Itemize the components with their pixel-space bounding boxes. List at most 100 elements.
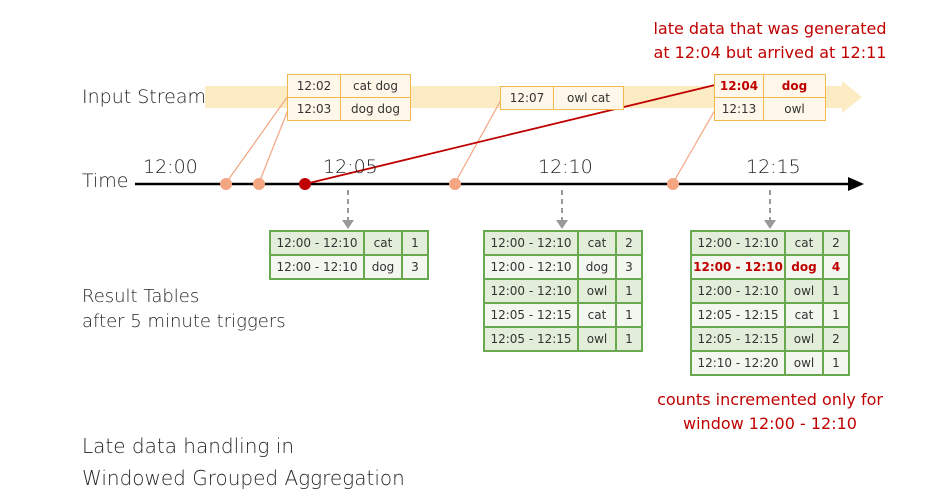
window-cell: 12:00 - 12:10 — [490, 284, 572, 298]
event-dot — [667, 178, 679, 190]
word-cell: cat — [784, 304, 822, 326]
window-cell: 12:00 - 12:10 — [276, 236, 358, 250]
table-row: 12:05 - 12:15 owl 2 — [692, 326, 848, 350]
input-event-box: 12:02 cat dog 12:03 dog dog — [287, 74, 411, 121]
result-tables-label-line1: Result Tables — [82, 286, 200, 307]
input-event-box: 12:07 owl cat — [500, 86, 624, 110]
window-cell: 12:05 - 12:15 — [490, 332, 572, 346]
table-row-highlighted: 12:00 - 12:10 dog 4 — [692, 254, 848, 278]
table-row: 12:05 - 12:15 cat 1 — [485, 302, 641, 326]
word-cell: dog — [363, 256, 401, 278]
table-row: 12:00 - 12:10 owl 1 — [485, 278, 641, 302]
word-cell: dog — [784, 256, 822, 278]
caption-line2: Windowed Grouped Aggregation — [82, 466, 405, 490]
time-tick-label: 12:15 — [746, 156, 801, 178]
event-words: cat dog — [340, 75, 410, 97]
event-dot — [449, 178, 461, 190]
event-words: owl — [763, 98, 825, 120]
count-cell: 1 — [615, 280, 641, 302]
late-data-line — [304, 84, 716, 185]
table-row: 12:10 - 12:20 owl 1 — [692, 350, 848, 374]
window-cell: 12:10 - 12:20 — [697, 356, 779, 370]
input-event-box-late: 12:04 dog 12:13 owl — [714, 74, 826, 121]
event-time-late: 12:04 — [719, 79, 759, 93]
trigger-arrowhead — [764, 220, 776, 229]
time-axis-arrowhead — [848, 177, 864, 191]
event-connector — [225, 95, 289, 184]
word-cell: owl — [784, 352, 822, 374]
count-cell: 1 — [822, 280, 848, 302]
count-cell: 3 — [615, 256, 641, 278]
table-row: 12:05 - 12:15 owl 1 — [485, 326, 641, 350]
counts-annotation: counts incremented only for window 12:00… — [640, 388, 900, 436]
count-cell: 1 — [615, 304, 641, 326]
event-row: 12:02 cat dog — [288, 75, 410, 97]
table-row: 12:00 - 12:10 cat 2 — [692, 232, 848, 254]
event-time: 12:03 — [296, 102, 332, 116]
word-cell: cat — [577, 304, 615, 326]
trigger-arrowhead — [556, 220, 568, 229]
window-cell: 12:00 - 12:10 — [697, 284, 779, 298]
event-connector — [258, 109, 289, 184]
event-row: 12:03 dog dog — [288, 97, 410, 120]
result-table: 12:00 - 12:10 cat 1 12:00 - 12:10 dog 3 — [269, 230, 429, 280]
window-cell: 12:00 - 12:10 — [693, 260, 783, 274]
count-cell: 2 — [822, 328, 848, 350]
window-cell: 12:05 - 12:15 — [697, 308, 779, 322]
window-cell: 12:05 - 12:15 — [490, 308, 572, 322]
word-cell: owl — [784, 328, 822, 350]
count-cell: 4 — [822, 256, 848, 278]
table-row: 12:00 - 12:10 dog 3 — [271, 254, 427, 278]
counts-annotation-line2: window 12:00 - 12:10 — [683, 414, 857, 433]
word-cell: cat — [784, 232, 822, 254]
time-tick-label: 12:00 — [143, 156, 198, 178]
table-row: 12:00 - 12:10 dog 3 — [485, 254, 641, 278]
word-cell: dog — [577, 256, 615, 278]
event-connector — [672, 109, 716, 184]
event-time: 12:13 — [721, 102, 757, 116]
window-cell: 12:00 - 12:10 — [276, 260, 358, 274]
diagram-caption: Late data handling in Windowed Grouped A… — [82, 430, 405, 494]
table-row: 12:05 - 12:15 cat 1 — [692, 302, 848, 326]
table-row: 12:00 - 12:10 cat 2 — [485, 232, 641, 254]
window-cell: 12:05 - 12:15 — [697, 332, 779, 346]
event-words-late: dog — [763, 75, 825, 97]
caption-line1: Late data handling in — [82, 434, 294, 458]
event-dot — [253, 178, 265, 190]
late-event-dot — [299, 178, 311, 190]
word-cell: owl — [577, 280, 615, 302]
event-row: 12:07 owl cat — [501, 87, 623, 109]
event-words: dog dog — [340, 98, 410, 120]
result-tables-label-line2: after 5 minute triggers — [82, 311, 286, 332]
event-words: owl cat — [553, 87, 623, 109]
result-table: 12:00 - 12:10 cat 2 12:00 - 12:10 dog 4 … — [690, 230, 850, 376]
table-row: 12:00 - 12:10 owl 1 — [692, 278, 848, 302]
count-cell: 1 — [401, 232, 427, 254]
word-cell: owl — [577, 328, 615, 350]
window-cell: 12:00 - 12:10 — [490, 236, 572, 250]
event-time: 12:07 — [509, 91, 545, 105]
window-cell: 12:00 - 12:10 — [697, 236, 779, 250]
result-table: 12:00 - 12:10 cat 2 12:00 - 12:10 dog 3 … — [483, 230, 643, 352]
counts-annotation-line1: counts incremented only for — [657, 390, 883, 409]
time-tick-label: 12:10 — [538, 156, 593, 178]
count-cell: 3 — [401, 256, 427, 278]
count-cell: 2 — [822, 232, 848, 254]
late-data-annotation: late data that was generated at 12:04 bu… — [640, 17, 900, 65]
count-cell: 1 — [615, 328, 641, 350]
word-cell: owl — [784, 280, 822, 302]
event-time: 12:02 — [296, 79, 332, 93]
word-cell: cat — [363, 232, 401, 254]
input-stream-label: Input Stream — [82, 86, 206, 108]
trigger-arrowhead — [342, 220, 354, 229]
word-cell: cat — [577, 232, 615, 254]
late-data-annotation-line1: late data that was generated — [653, 19, 887, 38]
count-cell: 1 — [822, 304, 848, 326]
count-cell: 1 — [822, 352, 848, 374]
window-cell: 12:00 - 12:10 — [490, 260, 572, 274]
event-row-late: 12:04 dog — [715, 75, 825, 97]
event-dot — [220, 178, 232, 190]
time-label: Time — [82, 170, 129, 192]
result-tables-label: Result Tables after 5 minute triggers — [82, 284, 286, 334]
